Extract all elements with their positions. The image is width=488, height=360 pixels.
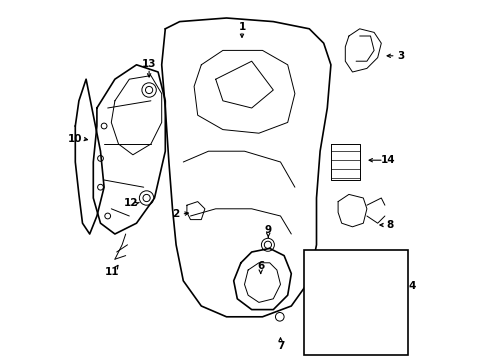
- Text: 2: 2: [172, 209, 180, 219]
- Text: 6: 6: [257, 261, 264, 271]
- Text: 1: 1: [238, 22, 245, 32]
- Text: 11: 11: [105, 267, 120, 277]
- Text: 12: 12: [123, 198, 138, 208]
- Text: 5: 5: [314, 312, 321, 322]
- Text: 7: 7: [276, 341, 284, 351]
- Text: 9: 9: [264, 225, 271, 235]
- Bar: [303, 250, 407, 355]
- Text: 8: 8: [386, 220, 393, 230]
- Text: 14: 14: [381, 155, 395, 165]
- Text: 13: 13: [142, 59, 156, 69]
- Text: 4: 4: [407, 281, 415, 291]
- Text: 10: 10: [68, 134, 82, 144]
- Text: 3: 3: [397, 51, 404, 61]
